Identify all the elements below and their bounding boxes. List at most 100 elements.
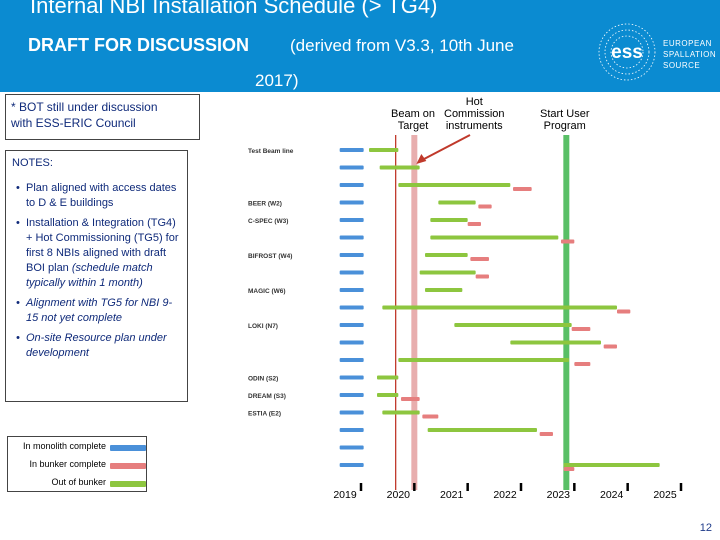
note-item: Alignment with TG5 for NBI 9-15 not yet … (12, 296, 181, 326)
row-label: BEER (W2) (248, 201, 282, 208)
bar-out-of-bunker (398, 183, 511, 187)
x-tick-label: 2023 (547, 489, 571, 501)
legend-item-bunker: In bunker complete (8, 458, 148, 472)
bar-in-bunker (563, 467, 575, 471)
legend-item-out-of-bunker: Out of bunker (8, 476, 148, 490)
annotation-beam-on-target: Beam on Target (391, 108, 436, 132)
bot-note-box: * BOT still under discussion with ESS-ER… (5, 94, 200, 140)
row-label: MAGIC (W6) (248, 288, 286, 295)
bar-in-bunker (475, 274, 489, 279)
bar-in-monolith (339, 375, 364, 380)
bar-in-monolith (339, 270, 364, 275)
bar-in-bunker (422, 414, 439, 419)
x-tick-label: 2025 (653, 489, 677, 501)
bar-in-monolith (339, 358, 364, 362)
legend-swatch-blue (110, 445, 146, 451)
bar-in-monolith (339, 410, 364, 415)
bar-out-of-bunker (430, 218, 468, 222)
row-label: LOKI (N7) (248, 323, 278, 330)
bar-in-monolith (339, 288, 364, 292)
bar-in-monolith (339, 148, 364, 152)
annotation-start-user-program: Start User Program (540, 108, 590, 132)
row-label: ODIN (S2) (248, 376, 278, 383)
bar-in-bunker (478, 204, 492, 209)
bar-in-monolith (339, 445, 364, 450)
bar-out-of-bunker (425, 253, 468, 257)
logo-word-source: SOURCE (663, 61, 701, 70)
bar-in-monolith (339, 305, 364, 310)
page-title: Internal NBI Installation Schedule (> TG… (30, 0, 438, 18)
bar-in-bunker (603, 344, 617, 349)
logo-wordmark: EUROPEAN SPALLATION SOURCE (663, 38, 716, 71)
bar-out-of-bunker (369, 148, 399, 152)
milestone-start-user-program (563, 135, 570, 490)
bar-in-bunker (571, 327, 591, 331)
bar-out-of-bunker (377, 393, 399, 397)
bar-in-bunker (561, 239, 575, 244)
x-tick-label: 2024 (600, 489, 624, 501)
bar-out-of-bunker (438, 200, 476, 205)
logo-letters: ess (611, 42, 643, 63)
page-number: 12 (699, 522, 712, 534)
logo-word-spallation: SPALLATION (663, 50, 717, 59)
draft-label: DRAFT FOR DISCUSSION (28, 35, 250, 55)
bar-out-of-bunker (510, 340, 601, 345)
logo-word-european: EUROPEAN (663, 39, 712, 48)
legend-label: In bunker complete (29, 459, 106, 469)
notes-heading: NOTES: (12, 157, 53, 169)
notes-box: NOTES: Plan aligned with access dates to… (5, 150, 188, 402)
bar-in-bunker (467, 222, 481, 226)
bar-out-of-bunker (454, 323, 572, 327)
note-item: Installation & Integration (TG4) + Hot C… (12, 216, 181, 291)
x-tick-label: 2021 (440, 489, 464, 501)
bar-in-monolith (339, 393, 364, 397)
schedule-chart: Test Beam line BEER (W2) C-SPEC (W3) BIFROS… (248, 134, 683, 501)
row-label: ESTIA (E2) (248, 411, 281, 418)
bar-out-of-bunker (398, 358, 569, 362)
x-tick-label: 2022 (493, 489, 517, 501)
bar-out-of-bunker (379, 165, 420, 170)
note-text: Installation & Integration (TG4) + Hot C… (26, 217, 179, 274)
bar-in-monolith (339, 428, 364, 432)
bar-in-monolith (339, 323, 364, 327)
row-label: DREAM (S3) (248, 393, 286, 400)
bar-in-monolith (339, 340, 364, 345)
note-text: Plan aligned with access dates to D & E … (26, 182, 177, 209)
bar-in-bunker (470, 257, 489, 261)
bar-out-of-bunker (382, 410, 420, 415)
bar-out-of-bunker (382, 305, 617, 310)
bar-in-monolith (339, 463, 364, 467)
bot-note-line2: with ESS-ERIC Council (11, 116, 136, 130)
x-tick-label: 2020 (387, 489, 411, 501)
bar-in-monolith (339, 165, 364, 170)
bar-out-of-bunker (377, 375, 399, 380)
annotation-hot-commission: Hot Commission instruments (444, 96, 505, 132)
arrow-head (416, 154, 427, 164)
note-item: On-site Resource plan under development (12, 331, 181, 361)
note-item: Plan aligned with access dates to D & E … (12, 181, 181, 211)
bar-in-monolith (339, 218, 364, 222)
ess-logo: ess (598, 23, 656, 81)
bot-note-line1: * BOT still under discussion (11, 100, 158, 114)
bar-in-bunker (513, 187, 532, 191)
note-text: Alignment with TG5 for NBI 9-15 not yet … (26, 297, 173, 324)
note-text: On-site Resource plan under development (26, 332, 167, 359)
legend: In monolith complete In bunker complete … (7, 436, 147, 492)
arrow-hot-commission (417, 134, 471, 163)
legend-item-monolith: In monolith complete (8, 440, 148, 454)
bar-in-monolith (339, 253, 364, 257)
milestone-hot-commission (411, 135, 418, 490)
bar-in-bunker (539, 432, 553, 436)
bar-out-of-bunker (430, 235, 559, 240)
bar-in-bunker (574, 362, 591, 366)
bar-out-of-bunker (425, 288, 463, 292)
bar-in-bunker (617, 309, 631, 314)
bar-in-bunker (401, 397, 420, 401)
row-label: C-SPEC (W3) (248, 218, 288, 225)
x-tick-label: 2019 (333, 489, 357, 501)
bar-out-of-bunker (563, 463, 660, 467)
bar-out-of-bunker (427, 428, 537, 432)
row-label: Test Beam line (248, 148, 294, 155)
bar-in-monolith (339, 200, 364, 205)
bar-in-monolith (339, 183, 364, 187)
